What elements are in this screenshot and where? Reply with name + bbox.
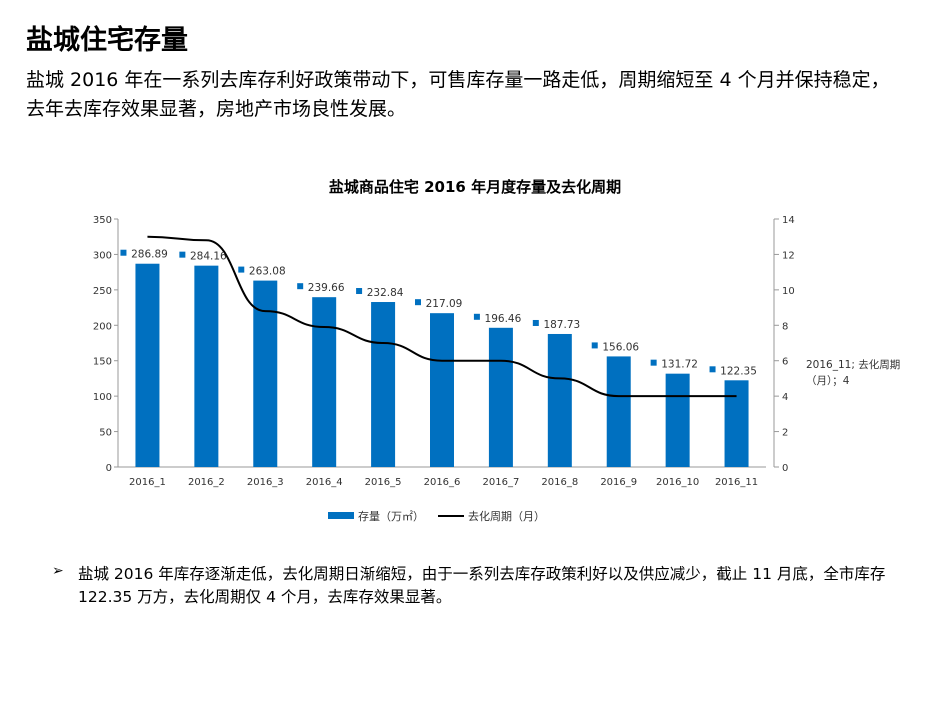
x-tick-label: 2016_2	[188, 477, 225, 488]
x-tick-label: 2016_8	[541, 477, 578, 488]
data-label: 122.35	[720, 365, 757, 377]
bar	[312, 297, 337, 467]
data-label: 196.46	[485, 313, 522, 325]
data-label: 284.16	[190, 251, 227, 263]
left-tick-label: 100	[93, 392, 112, 403]
intro-text: 盐城 2016 年在一系列去库存利好政策带动下，可售库存量一路走低，周期缩短至 …	[26, 69, 890, 120]
x-tick-label: 2016_4	[306, 477, 343, 488]
page-title: 盐城住宅存量	[26, 25, 188, 56]
bar	[606, 356, 631, 467]
right-tick-label: 2	[782, 428, 788, 439]
bar	[488, 327, 513, 467]
data-label: 263.08	[249, 266, 286, 278]
legend-bar-swatch	[328, 512, 354, 519]
bullet-arrow-icon: ➢	[52, 563, 64, 579]
x-tick-label: 2016_6	[424, 477, 461, 488]
bar	[665, 373, 690, 467]
x-tick-label: 2016_7	[483, 477, 520, 488]
x-tick-label: 2016_5	[365, 477, 402, 488]
left-tick-label: 350	[93, 215, 112, 226]
data-label-marker	[120, 249, 127, 256]
bullet-text: 盐城 2016 年库存逐渐走低，去化周期日渐缩短，由于一系列去库存政策利好以及供…	[78, 565, 886, 606]
data-label-marker	[473, 313, 480, 320]
data-label-marker	[650, 359, 657, 366]
bar	[253, 280, 278, 467]
bar	[194, 265, 219, 467]
right-tick-label: 14	[782, 215, 795, 226]
line-data-label: （月）；4	[806, 375, 850, 387]
left-tick-label: 0	[106, 463, 112, 474]
right-tick-label: 12	[782, 250, 795, 261]
data-label: 156.06	[602, 341, 639, 353]
bar	[430, 313, 454, 467]
x-tick-label: 2016_11	[715, 477, 758, 488]
data-label-marker	[532, 319, 539, 326]
bar	[724, 380, 749, 467]
bar	[135, 263, 160, 467]
data-label: 286.89	[131, 249, 168, 261]
data-label-marker	[415, 299, 421, 306]
data-label: 217.09	[426, 298, 463, 310]
x-tick-label: 2016_10	[656, 477, 699, 488]
data-label: 239.66	[308, 282, 345, 294]
left-tick-label: 50	[99, 428, 112, 439]
right-tick-label: 4	[782, 392, 788, 403]
legend-line-label: 去化周期（月）	[468, 509, 545, 523]
right-tick-label: 0	[782, 463, 788, 474]
data-label: 187.73	[543, 319, 580, 331]
left-tick-label: 300	[93, 250, 112, 261]
right-tick-label: 8	[782, 321, 788, 332]
data-label-marker	[238, 266, 245, 273]
data-label: 232.84	[367, 287, 404, 299]
x-tick-label: 2016_9	[600, 477, 637, 488]
x-tick-label: 2016_1	[129, 477, 166, 488]
data-label-marker	[356, 288, 363, 295]
legend-bar-label: 存量（万㎡）	[358, 509, 424, 523]
data-label: 131.72	[661, 359, 698, 371]
right-tick-label: 10	[782, 286, 795, 297]
left-tick-label: 250	[93, 286, 112, 297]
x-tick-label: 2016_3	[247, 477, 284, 488]
bar	[547, 333, 572, 467]
right-tick-label: 6	[782, 357, 788, 368]
chart-title: 盐城商品住宅 2016 年月度存量及去化周期	[328, 178, 622, 196]
line-data-label: 2016_11; 去化周期	[806, 358, 900, 371]
left-tick-label: 150	[93, 357, 112, 368]
data-label-marker	[709, 366, 716, 373]
line-series	[147, 235, 737, 398]
data-label-marker	[591, 342, 598, 349]
bar	[371, 302, 396, 467]
data-label-marker	[297, 283, 304, 290]
data-label-marker	[179, 251, 186, 258]
left-tick-label: 200	[93, 321, 112, 332]
